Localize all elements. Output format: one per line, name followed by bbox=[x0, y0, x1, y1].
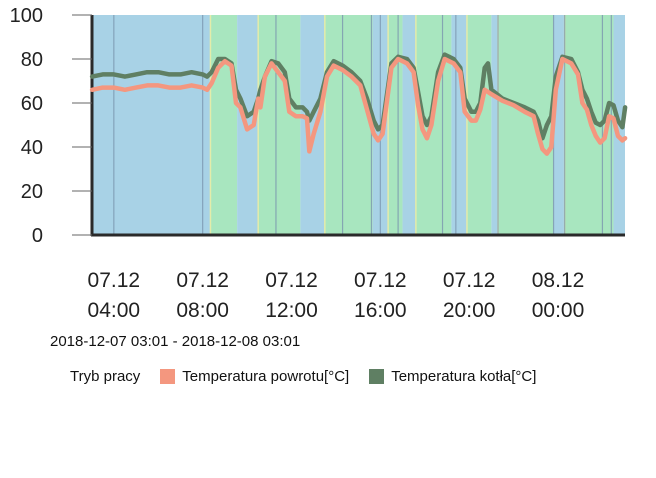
x-tick-time: 08:00 bbox=[176, 299, 229, 322]
x-tick-date: 07.12 bbox=[443, 269, 496, 292]
mode-band-standby bbox=[92, 15, 211, 235]
y-tick-label: 20 bbox=[21, 181, 43, 203]
y-tick-label: 100 bbox=[10, 5, 43, 27]
mode-dividers bbox=[113, 15, 612, 235]
mode-band-standby bbox=[491, 15, 499, 235]
legend-item-mode[interactable]: Tryb pracy bbox=[70, 368, 140, 385]
legend-item-return-temp[interactable]: Temperatura powrotu[°C] bbox=[160, 368, 349, 385]
mode-band-heating bbox=[210, 15, 238, 235]
time-range-label: 2018-12-07 03:01 - 2018-12-08 03:01 bbox=[50, 333, 301, 350]
y-tick-label: 80 bbox=[21, 49, 43, 71]
x-tick-date: 07.12 bbox=[88, 269, 141, 292]
y-tick-label: 0 bbox=[32, 225, 43, 247]
chart: 0 20 40 60 80 100 07.12 04:00 07.12 08:00 07.12 12… bbox=[10, 5, 628, 322]
x-tick-time: 20:00 bbox=[443, 299, 496, 322]
y-tick-label: 40 bbox=[21, 137, 43, 159]
x-tick-time: 12:00 bbox=[265, 299, 318, 322]
legend-label-boiler-temp: Temperatura kotła[°C] bbox=[391, 368, 537, 385]
x-tick-time: 04:00 bbox=[88, 299, 141, 322]
x-tick-time: 16:00 bbox=[354, 299, 407, 322]
mode-bands bbox=[92, 15, 625, 235]
axes bbox=[90, 15, 625, 237]
x-tick-date: 07.12 bbox=[176, 269, 229, 292]
mode-band-standby bbox=[451, 15, 467, 235]
y-axis-ticks: 0 20 40 60 80 100 bbox=[10, 5, 92, 247]
mode-band-heating bbox=[258, 15, 301, 235]
mode-band-standby bbox=[553, 15, 565, 235]
legend-label-mode: Tryb pracy bbox=[70, 368, 141, 385]
legend-item-boiler-temp[interactable]: Temperatura kotła[°C] bbox=[369, 368, 536, 385]
legend-swatch-return-temp bbox=[160, 369, 176, 384]
x-tick-date: 08.12 bbox=[532, 269, 585, 292]
mode-band-heating bbox=[466, 15, 492, 235]
x-tick-date: 07.12 bbox=[354, 269, 407, 292]
mode-band-heating bbox=[498, 15, 554, 235]
y-tick-label: 60 bbox=[21, 93, 43, 115]
series-lines bbox=[89, 52, 628, 156]
legend-swatch-boiler-temp bbox=[369, 369, 385, 384]
legend-label-return-temp: Temperatura powrotu[°C] bbox=[182, 368, 350, 385]
series-line-return-temp bbox=[89, 56, 628, 156]
mode-band-heating bbox=[324, 15, 373, 235]
legend: Tryb pracy Temperatura powrotu[°C] Tempe… bbox=[70, 368, 556, 385]
mode-band-standby bbox=[402, 15, 416, 235]
mode-band-heating bbox=[388, 15, 403, 235]
x-tick-date: 07.12 bbox=[265, 269, 318, 292]
x-tick-time: 00:00 bbox=[532, 299, 585, 322]
x-axis-ticks: 07.12 04:00 07.12 08:00 07.12 12:00 07.12 16:00… bbox=[88, 269, 585, 322]
mode-band-standby bbox=[300, 15, 325, 235]
